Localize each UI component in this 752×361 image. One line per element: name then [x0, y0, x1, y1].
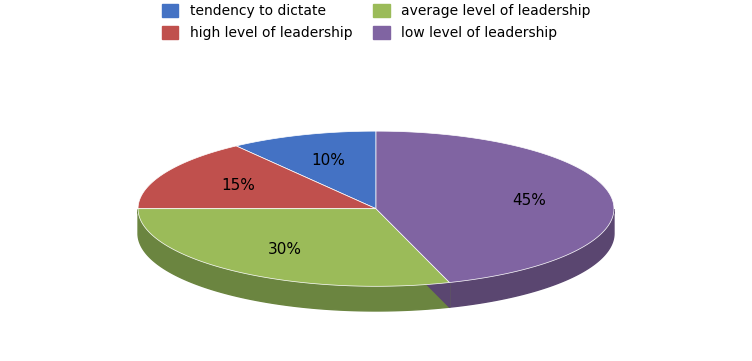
Polygon shape: [138, 209, 450, 286]
Polygon shape: [376, 209, 450, 307]
Polygon shape: [376, 131, 614, 283]
Text: 10%: 10%: [311, 153, 345, 168]
Legend: tendency to dictate, high level of leadership, average level of leadership, low : tendency to dictate, high level of leade…: [162, 4, 590, 40]
Text: 30%: 30%: [268, 242, 302, 257]
Polygon shape: [138, 146, 376, 209]
Polygon shape: [450, 209, 614, 307]
Text: 45%: 45%: [512, 193, 546, 208]
Polygon shape: [236, 131, 376, 209]
Text: 15%: 15%: [221, 178, 255, 193]
Polygon shape: [376, 209, 450, 307]
Polygon shape: [138, 209, 450, 311]
